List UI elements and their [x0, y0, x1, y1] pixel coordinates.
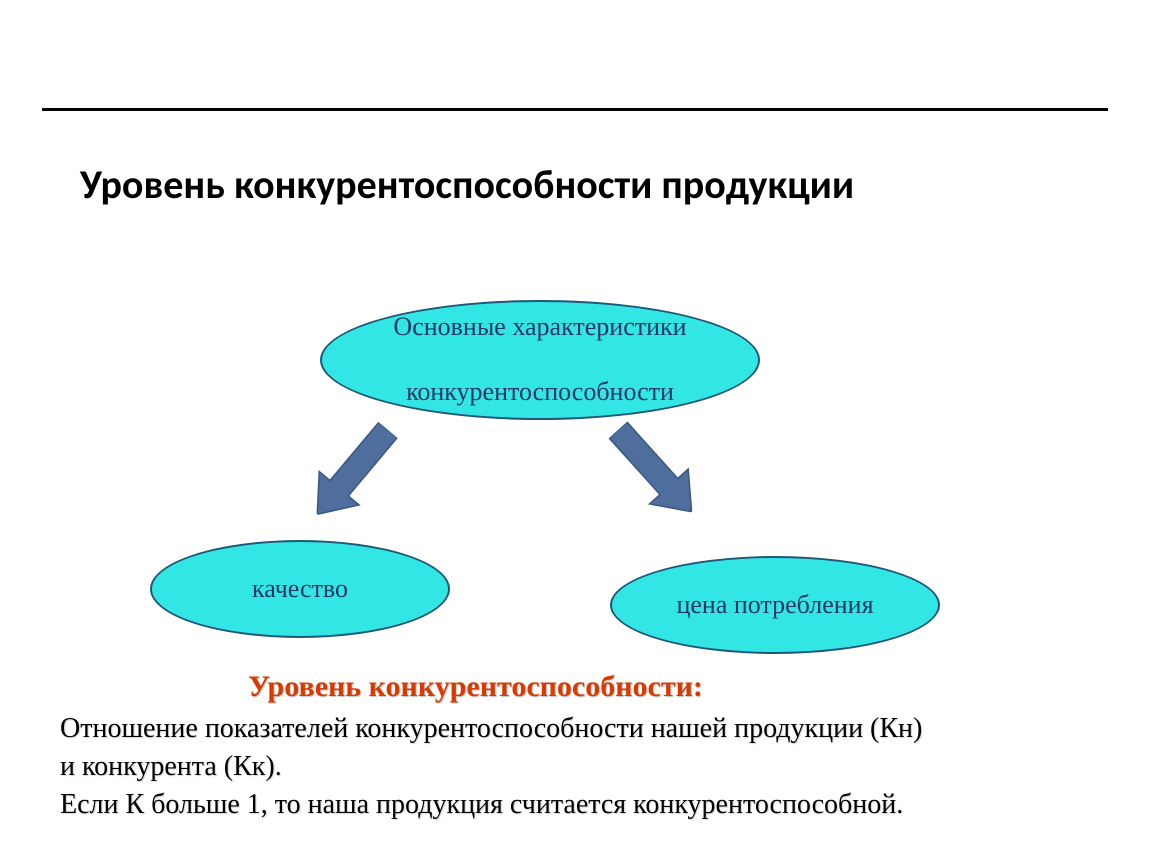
arrow-to-price — [597, 411, 712, 530]
node-price: цена потребления — [610, 556, 940, 654]
node-quality: качество — [150, 540, 450, 638]
node-main-line1: Основные характеристики — [393, 311, 686, 344]
body-line2: и конкурента (Кк). — [60, 751, 282, 782]
node-price-label: цена потребления — [676, 589, 873, 622]
page-title: Уровень конкурентоспособности продукции — [80, 160, 854, 209]
arrow-to-quality — [296, 412, 410, 532]
node-main-characteristics: Основные характеристики конкурентоспособ… — [320, 300, 760, 420]
horizontal-rule — [42, 108, 1108, 111]
node-quality-label: качество — [252, 573, 348, 606]
body-text: Отношение показателей конкурентоспособно… — [60, 710, 922, 823]
node-main-line2: конкурентоспособности — [393, 376, 686, 409]
subtitle: Уровень конкурентоспособности: — [248, 670, 703, 704]
body-line3: Если К больше 1, то наша продукция счита… — [60, 789, 903, 820]
body-line1: Отношение показателей конкурентоспособно… — [60, 713, 922, 744]
